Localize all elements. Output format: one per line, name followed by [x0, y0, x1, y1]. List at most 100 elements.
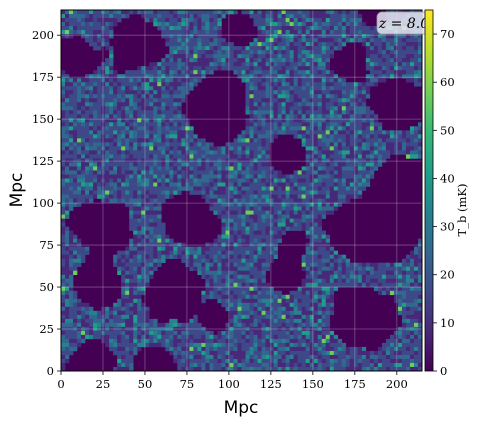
- heatmap-cell: [137, 170, 142, 175]
- heatmap-cell: [269, 54, 274, 59]
- heatmap-cell: [145, 106, 150, 111]
- heatmap-cell: [361, 166, 367, 171]
- heatmap-cell: [265, 246, 270, 251]
- heatmap-cell: [265, 62, 270, 67]
- heatmap-cell: [257, 294, 262, 300]
- heatmap-cell: [153, 150, 158, 155]
- heatmap-cell: [213, 46, 218, 51]
- heatmap-cell: [117, 130, 122, 135]
- heatmap-cell: [257, 270, 262, 276]
- heatmap-cell: [153, 118, 158, 123]
- heatmap-cell: [229, 66, 234, 71]
- heatmap-cell: [261, 270, 266, 276]
- heatmap-cell: [81, 258, 86, 263]
- heatmap-cell: [121, 314, 126, 320]
- heatmap-cell: [353, 26, 359, 31]
- heatmap-cell: [61, 94, 66, 99]
- heatmap-cell: [293, 314, 298, 320]
- heatmap-cell: [93, 322, 98, 328]
- heatmap-cell: [329, 90, 335, 95]
- heatmap-cell: [345, 154, 351, 159]
- heatmap-cell: [229, 230, 234, 235]
- heatmap-cell: [221, 190, 226, 195]
- heatmap-cell: [229, 190, 234, 195]
- heatmap-cell: [289, 302, 294, 308]
- heatmap-cell: [197, 178, 202, 183]
- heatmap-cell: [377, 266, 383, 272]
- heatmap-cell: [401, 38, 407, 43]
- heatmap-cell: [397, 326, 403, 332]
- heatmap-cell: [125, 126, 130, 131]
- heatmap-cell: [329, 14, 335, 19]
- heatmap-cell: [385, 38, 391, 43]
- heatmap-cell: [313, 42, 319, 47]
- heatmap-cell: [397, 42, 403, 47]
- heatmap-cell: [113, 326, 118, 332]
- heatmap-cell: [317, 170, 323, 175]
- heatmap-cell: [185, 74, 190, 79]
- heatmap-cell: [105, 174, 110, 179]
- heatmap-cell: [417, 266, 422, 272]
- heatmap-cell: [341, 82, 347, 87]
- heatmap-cell: [369, 78, 375, 83]
- heatmap-cell: [69, 82, 74, 87]
- heatmap-cell: [149, 198, 154, 203]
- heatmap-cell: [97, 134, 102, 139]
- heatmap-cell: [193, 10, 198, 15]
- heatmap-cell: [369, 62, 375, 67]
- heatmap-cell: [149, 78, 154, 83]
- heatmap-cell: [265, 298, 270, 304]
- heatmap-cell: [293, 174, 298, 179]
- heatmap-cell: [109, 98, 114, 103]
- heatmap-cell: [205, 58, 210, 63]
- heatmap-cell: [385, 282, 391, 288]
- heatmap-cell: [77, 14, 82, 19]
- heatmap-cell: [153, 230, 158, 235]
- heatmap-cell: [397, 330, 403, 336]
- heatmap-cell: [69, 250, 74, 255]
- heatmap-cell: [153, 330, 158, 336]
- heatmap-cell: [297, 218, 302, 223]
- heatmap-cell: [313, 266, 319, 272]
- heatmap-cell: [405, 294, 411, 300]
- heatmap-cell: [397, 306, 403, 312]
- heatmap-cell: [249, 158, 254, 163]
- heatmap-cell: [201, 258, 206, 263]
- heatmap-cell: [317, 10, 323, 15]
- heatmap-cell: [265, 54, 270, 59]
- heatmap-cell: [281, 122, 286, 127]
- heatmap-cell: [245, 118, 250, 123]
- heatmap-cell: [141, 230, 146, 235]
- heatmap-cell: [185, 262, 190, 268]
- heatmap-cell: [181, 46, 186, 51]
- heatmap-cell: [333, 26, 339, 31]
- heatmap-cell: [109, 10, 114, 15]
- heatmap-cell: [281, 82, 286, 87]
- heatmap-cell: [69, 330, 74, 336]
- heatmap-cell: [181, 146, 186, 151]
- heatmap-cell: [157, 134, 162, 139]
- heatmap-cell: [85, 74, 90, 79]
- heatmap-cell: [205, 258, 210, 263]
- heatmap-cell: [309, 142, 314, 147]
- heatmap-cell: [225, 266, 230, 272]
- heatmap-cell: [401, 142, 407, 147]
- heatmap-cell: [229, 294, 234, 300]
- heatmap-cell: [129, 278, 134, 284]
- heatmap-cell: [185, 166, 190, 171]
- heatmap-cell: [209, 274, 214, 280]
- heatmap-cell: [269, 74, 274, 79]
- heatmap-cell: [273, 226, 278, 231]
- heatmap-cell: [265, 150, 270, 155]
- heatmap-cell: [285, 38, 290, 43]
- heatmap-cell: [241, 294, 246, 300]
- heatmap-cell: [393, 38, 399, 43]
- heatmap-cell: [325, 310, 331, 316]
- heatmap-cell: [369, 130, 375, 135]
- heatmap-cell: [241, 234, 246, 239]
- heatmap-cell: [317, 42, 323, 47]
- heatmap-cell: [73, 310, 78, 316]
- heatmap-cell: [253, 78, 258, 83]
- heatmap-cell: [261, 62, 266, 67]
- heatmap-cell: [245, 262, 250, 268]
